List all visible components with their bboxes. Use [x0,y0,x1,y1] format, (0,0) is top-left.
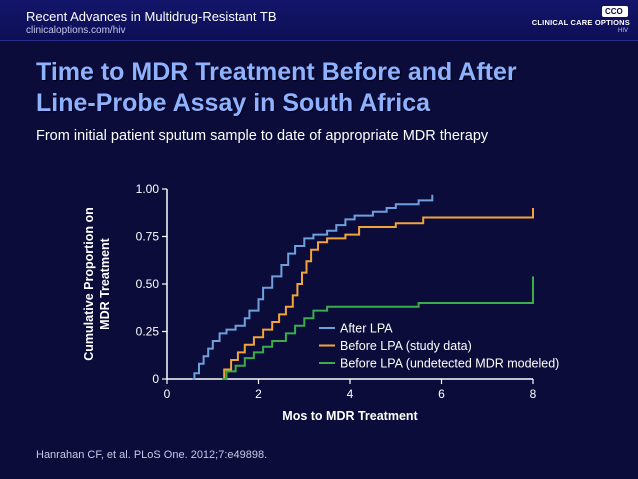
x-axis-label: Mos to MDR Treatment [282,409,418,423]
y-tick-label: 1.00 [136,182,160,196]
brand-name: CLINICAL CARE OPTIONS [531,18,630,27]
citation: Hanrahan CF, et al. PLoS One. 2012;7:e49… [36,449,268,461]
logo-badge: CCO [602,6,628,17]
slide-subtitle: From initial patient sputum sample to da… [36,128,489,144]
y-tick-label: 0 [152,372,159,386]
legend-label: After LPA [340,322,393,336]
y-axis-label-line1: Cumulative Proportion on [82,207,96,360]
y-axis-label-line2: MDR Treatment [98,237,112,330]
chart-axes: 0 0.25 0.50 0.75 1.00 0 2 4 6 8 [136,182,537,401]
legend-label: Before LPA (study data) [340,339,472,353]
x-tick-label: 2 [255,387,262,401]
legend-label: Before LPA (undetected MDR modeled) [340,357,559,371]
course-title: Recent Advances in Multidrug-Resistant T… [26,9,277,24]
slide-title: Time to MDR Treatment Before and After L… [36,57,616,119]
slide-title-line2: Line-Probe Assay in South Africa [36,89,431,117]
brand-sub: HIV [617,28,628,34]
y-tick-label: 0.25 [136,325,160,339]
y-tick-label: 0.75 [136,230,160,244]
chart-series [192,194,534,380]
y-tick-label: 0.50 [136,277,160,291]
x-tick-label: 8 [530,387,537,401]
series-line-1 [192,194,434,380]
x-tick-label: 4 [347,387,354,401]
x-tick-label: 6 [438,387,445,401]
site-url[interactable]: clinicaloptions.com/hiv [26,25,126,36]
series-line-2 [221,208,534,380]
slide-title-line1: Time to MDR Treatment Before and After [36,58,517,86]
x-tick-label: 0 [164,387,171,401]
brand-logo: CCO CLINICAL CARE OPTIONS HIV [518,6,630,36]
series-line-3 [221,276,534,380]
top-banner: Recent Advances in Multidrug-Resistant T… [0,0,638,41]
chart-legend: After LPA Before LPA (study data) Before L… [319,322,559,371]
